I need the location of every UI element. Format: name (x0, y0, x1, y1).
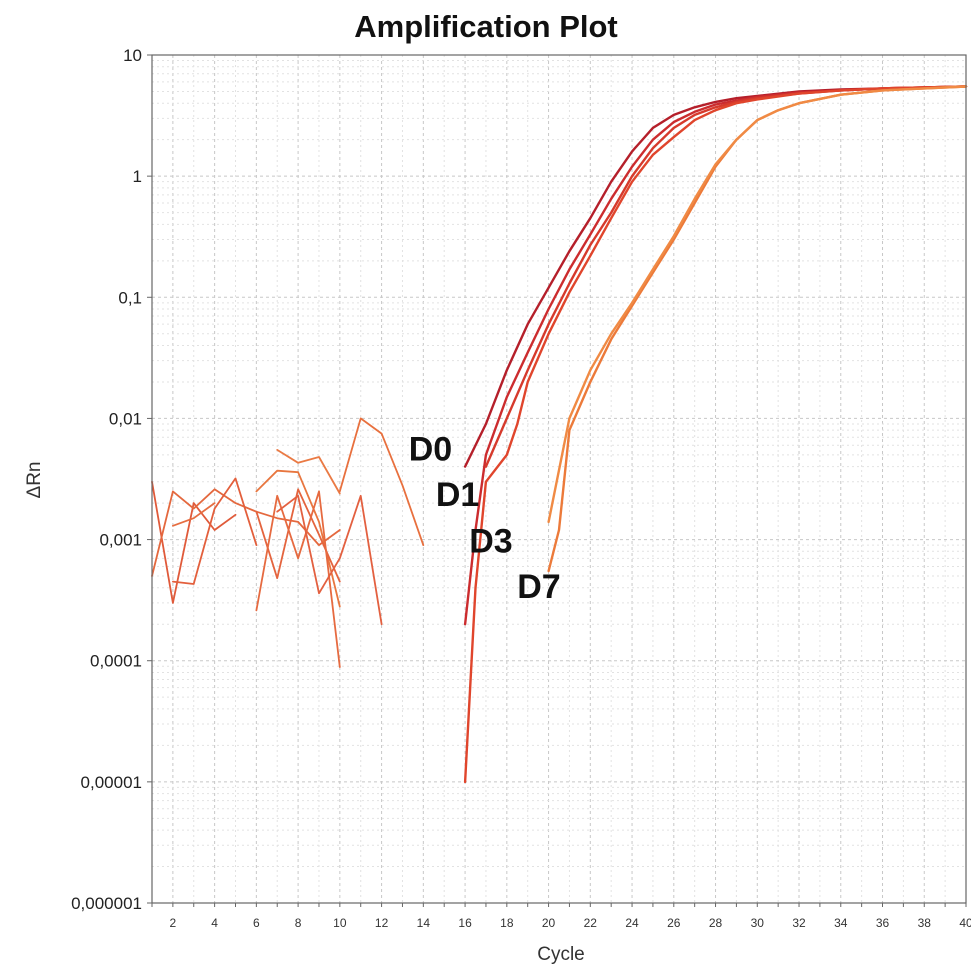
x-tick-label: 4 (211, 916, 218, 930)
amplification-curves (463, 85, 968, 784)
noise-line (255, 490, 341, 668)
sample-label: D3 (469, 523, 512, 561)
plot-frame (151, 54, 967, 904)
x-tick-label: 30 (751, 916, 765, 930)
series-line (463, 85, 968, 784)
noise-lines (151, 417, 425, 668)
y-tick-label: 1 (133, 167, 142, 186)
x-axis-label: Cycle (537, 944, 585, 965)
x-tick-label: 14 (417, 916, 431, 930)
noise-line (172, 477, 258, 585)
sample-label: D0 (409, 430, 452, 468)
x-tick-label: 26 (667, 916, 681, 930)
y-tick-label: 10 (123, 46, 142, 65)
chart-title: Amplification Plot (354, 9, 618, 44)
y-axis-ticks: 10 1 0,1 0,01 0,001 0,0001 0,00001 0,000001 (71, 46, 152, 913)
noise-line (151, 480, 237, 604)
noise-line (172, 502, 216, 527)
x-tick-label: 10 (333, 916, 347, 930)
noise-line (338, 417, 425, 546)
y-tick-label: 0,0001 (90, 652, 142, 671)
x-axis-ticks: 2 4 6 8 10 12 14 16 18 20 22 24 26 28 30 32 34 36 38 40 (151, 903, 971, 930)
x-tick-label: 8 (295, 916, 302, 930)
y-tick-label: 0,000001 (71, 894, 142, 913)
series-line (547, 85, 968, 524)
x-tick-label: 18 (500, 916, 514, 930)
grid (151, 55, 967, 904)
x-tick-label: 2 (170, 916, 177, 930)
x-tick-label: 38 (918, 916, 932, 930)
sample-label: D7 (517, 568, 560, 606)
noise-line (151, 488, 341, 577)
y-axis-label: ΔRn (24, 462, 45, 499)
y-tick-label: 0,001 (99, 531, 142, 550)
x-tick-label: 36 (876, 916, 890, 930)
x-tick-label: 34 (834, 916, 848, 930)
sample-label: D1 (436, 476, 479, 514)
x-tick-label: 20 (542, 916, 556, 930)
y-tick-label: 0,01 (109, 409, 142, 428)
x-tick-label: 22 (584, 916, 598, 930)
x-tick-label: 24 (625, 916, 639, 930)
x-tick-label: 32 (792, 916, 806, 930)
x-tick-label: 40 (959, 916, 971, 930)
noise-line (276, 449, 341, 495)
series-line (484, 85, 968, 468)
x-tick-label: 28 (709, 916, 723, 930)
noise-line (276, 494, 383, 626)
x-tick-label: 6 (253, 916, 260, 930)
x-tick-label: 16 (458, 916, 472, 930)
x-tick-label: 12 (375, 916, 389, 930)
y-tick-label: 0,00001 (81, 773, 142, 792)
y-tick-label: 0,1 (118, 288, 142, 307)
